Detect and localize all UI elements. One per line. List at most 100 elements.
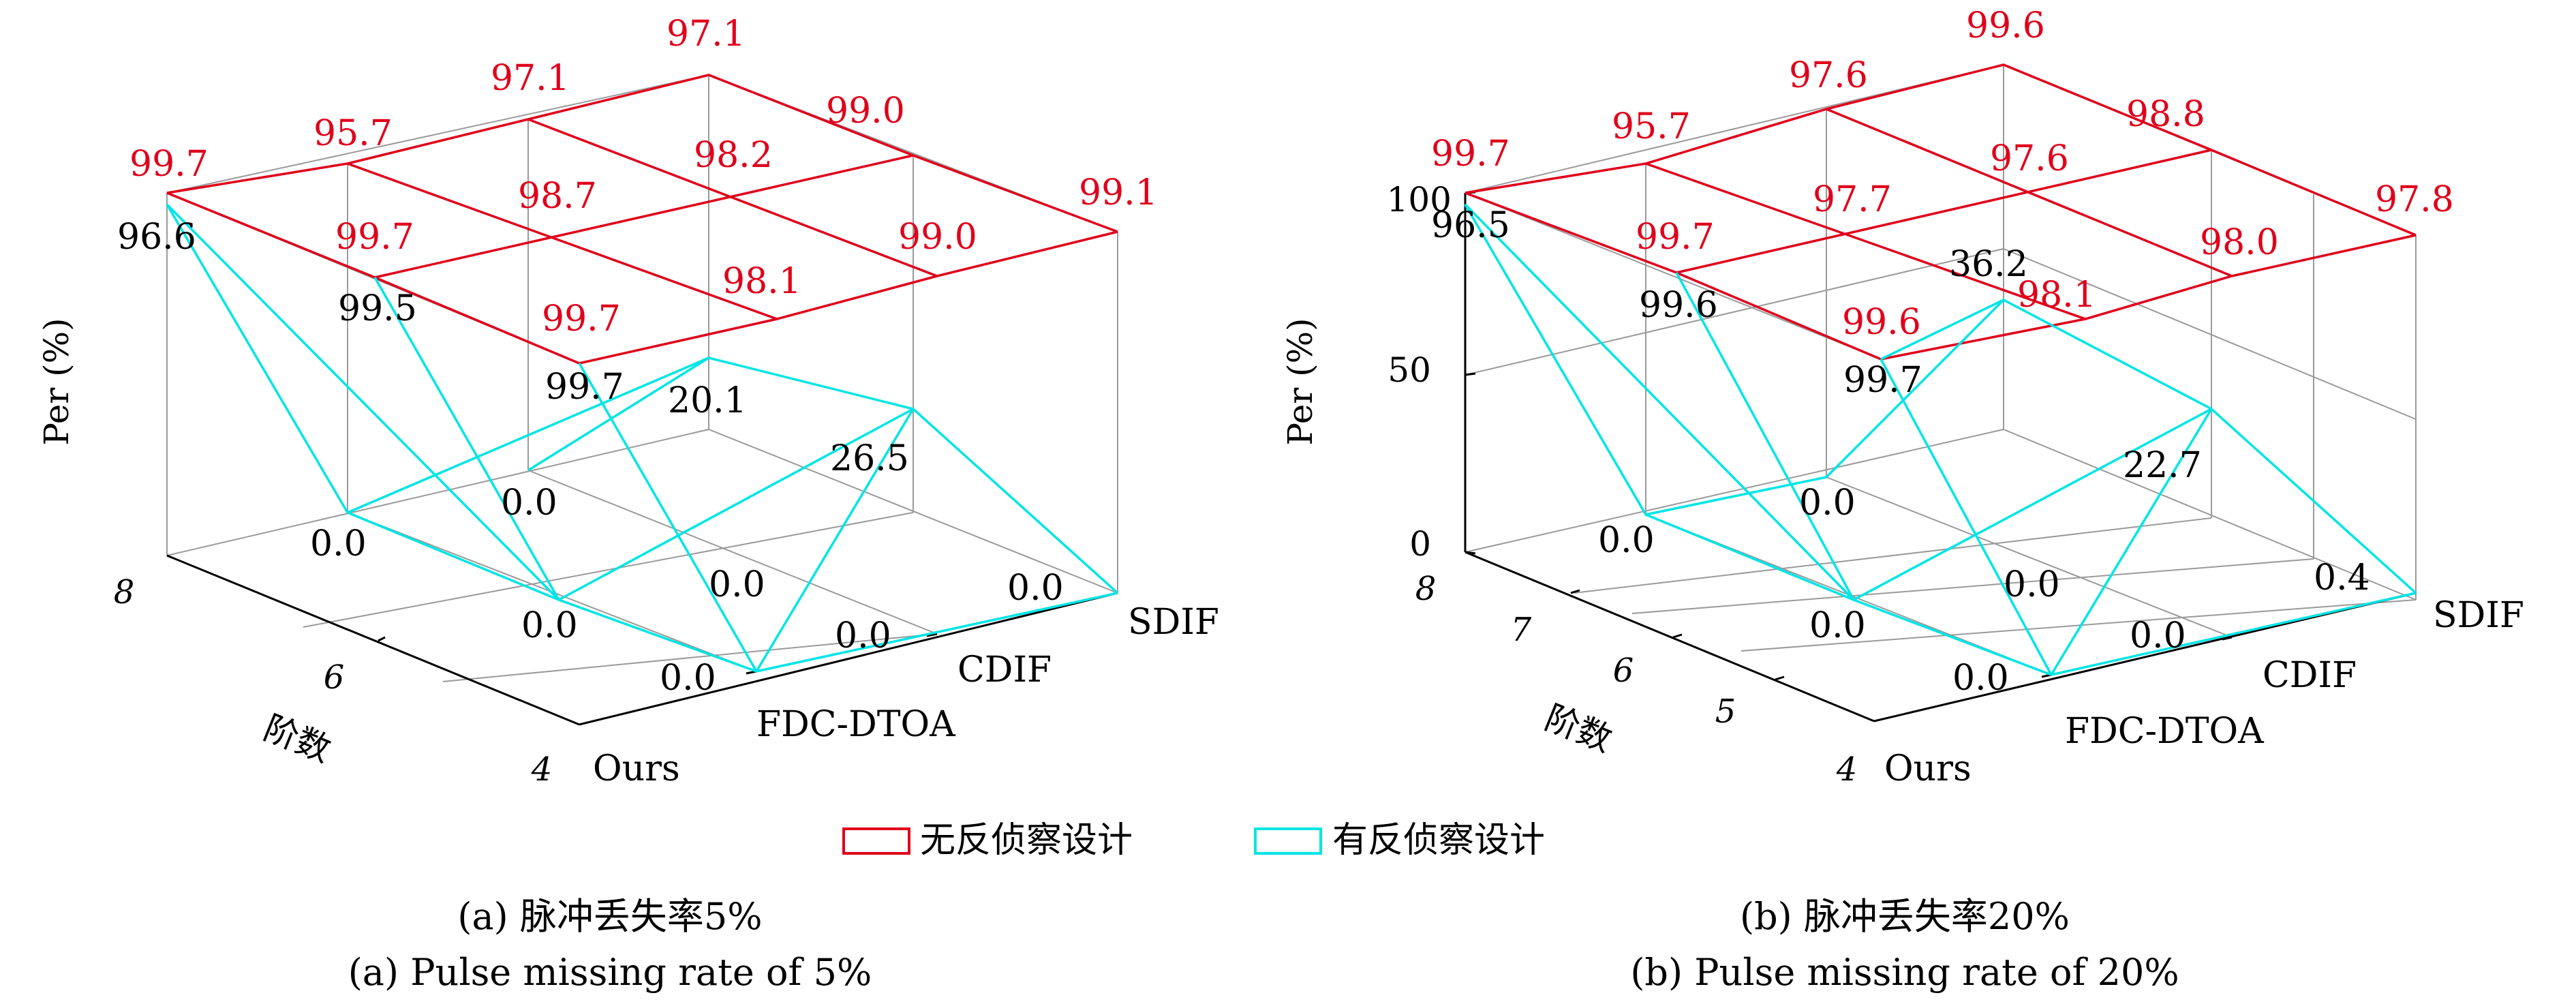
panel-b-order-tick: 4 xyxy=(1836,750,1858,789)
legend-swatch-red xyxy=(842,827,910,855)
panel-b-black-value: 99.7 xyxy=(1843,360,1922,401)
panel-a-black-value: 26.5 xyxy=(830,438,909,479)
panel-a-black-value: 0.0 xyxy=(501,483,557,523)
panel-a-method-label: Ours xyxy=(593,748,680,789)
panel-b-red-value: 99.7 xyxy=(1431,134,1510,174)
caption-b-cn: (b) 脉冲丢失率20% xyxy=(1740,895,2070,938)
panel-b-black-value: 0.0 xyxy=(1598,520,1655,561)
panel-a-red-value: 99.0 xyxy=(898,217,977,258)
panel-b-red-value: 98.8 xyxy=(2126,94,2205,135)
panel-a-axes xyxy=(166,554,1118,726)
legend-label-red: 无反侦察设计 xyxy=(920,820,1133,861)
panel-a-black-value: 0.0 xyxy=(709,564,765,605)
panel-b-black-value: 0.0 xyxy=(2130,615,2186,656)
panel-b-method-label: Ours xyxy=(1884,748,1972,789)
panel-b-red-value: 99.7 xyxy=(1636,217,1715,258)
panel-b-order-tick: 6 xyxy=(1613,652,1634,690)
panel-b-red-value: 95.7 xyxy=(1612,106,1691,147)
panel-b-cyan-series xyxy=(1464,203,2417,676)
panel-a-black-value: 0.0 xyxy=(835,615,891,656)
panel-a-method-label: FDC-DTOA xyxy=(756,704,956,745)
panel-a-red-labels: 99.7 95.7 97.1 97.1 99.0 98.2 98.7 99.7 … xyxy=(129,14,1158,339)
panel-b-method-labels: Ours FDC-DTOA CDIF SDIF xyxy=(1884,595,2524,789)
captions: (a) 脉冲丢失率5% (a) Pulse missing rate of 5%… xyxy=(348,895,2179,994)
panel-a-black-value: 0.0 xyxy=(310,523,367,564)
panel-b-order-tick: 8 xyxy=(1415,570,1437,608)
panel-b-red-value: 97.7 xyxy=(1813,179,1892,220)
panel-b-z-tick: 50 xyxy=(1387,350,1431,390)
panel-b-black-value: 0.0 xyxy=(2004,564,2060,605)
panel-a-black-value: 99.5 xyxy=(338,288,417,329)
panel-a-order-tick: 6 xyxy=(324,658,345,697)
panel-a-red-value: 99.7 xyxy=(542,299,621,339)
panel-b-red-value: 98.0 xyxy=(2200,222,2279,263)
caption-a-cn: (a) 脉冲丢失率5% xyxy=(457,895,762,938)
panel-b-red-value: 97.8 xyxy=(2375,179,2454,220)
legend-swatch-cyan xyxy=(1254,827,1322,855)
panel-a-red-value: 97.1 xyxy=(491,58,570,99)
panel-b-black-value: 22.7 xyxy=(2123,445,2202,486)
panel-a-method-labels: Ours FDC-DTOA CDIF SDIF xyxy=(593,602,1219,789)
panel-b-red-labels: 99.7 95.7 97.6 99.6 98.8 97.6 97.7 99.7 … xyxy=(1431,5,2454,343)
panel-a-red-value: 99.0 xyxy=(826,91,905,132)
panel-a-order-ticks: 8 6 4 xyxy=(114,573,553,789)
panel-b-red-value: 97.6 xyxy=(1789,55,1868,96)
caption-b-en: (b) Pulse missing rate of 20% xyxy=(1630,951,2179,994)
panel-a-method-label: CDIF xyxy=(957,650,1052,690)
panel-b-method-label: SDIF xyxy=(2433,595,2524,636)
panel-a-red-value: 97.1 xyxy=(666,14,746,55)
panel-a-black-labels: 96.6 99.5 99.7 20.1 26.5 0.0 0.0 0.0 0.0… xyxy=(117,217,1064,699)
panel-b-order-tick: 5 xyxy=(1715,693,1736,731)
panel-b-red-value: 98.1 xyxy=(2017,275,2096,316)
panel-a-cyan-series xyxy=(166,203,1119,673)
panel-a-black-value: 0.0 xyxy=(1007,568,1064,609)
panel-b-z-tick: 100 xyxy=(1387,180,1452,219)
panel-a-zlabel: Per (%) xyxy=(37,318,76,445)
panel-b-z-tick: 0 xyxy=(1409,524,1431,564)
panel-a-black-value: 99.7 xyxy=(545,367,624,408)
panel-a-red-value: 98.1 xyxy=(722,261,801,302)
panel-b-black-value: 99.6 xyxy=(1639,285,1718,326)
panel-b-black-value: 0.0 xyxy=(1799,483,1856,523)
panel-b-black-labels: 96.5 99.6 99.7 36.2 22.7 0.4 0.0 0.0 0.0… xyxy=(1431,205,2370,699)
panel-a-grid xyxy=(166,74,1118,682)
panel-a-order-tick: 4 xyxy=(531,750,553,789)
panel-a-red-value: 95.7 xyxy=(313,113,393,154)
panel-b-zlabel: Per (%) xyxy=(1281,318,1320,445)
panel-b-black-value: 36.2 xyxy=(1949,244,2028,285)
panel-b-order-tick: 7 xyxy=(1511,611,1532,649)
legend-label-cyan: 有反侦察设计 xyxy=(1332,820,1545,861)
panel-a-black-value: 0.0 xyxy=(660,658,716,699)
panel-a-black-value: 20.1 xyxy=(668,380,747,421)
panel-b-red-series xyxy=(1465,63,2417,361)
caption-a-en: (a) Pulse missing rate of 5% xyxy=(348,951,872,994)
panel-a-red-value: 99.1 xyxy=(1079,172,1158,213)
panel-b-method-label: CDIF xyxy=(2263,655,2357,696)
panel-b-order-ticks: 8 7 6 5 4 xyxy=(1415,570,1858,789)
panel-a-black-value: 0.0 xyxy=(521,605,578,646)
panel-b-red-value: 97.6 xyxy=(1990,138,2069,179)
panel-a-order-label: 阶数 xyxy=(258,708,336,770)
panel-a-red-value: 99.7 xyxy=(335,217,414,258)
panel-b-order-label: 阶数 xyxy=(1539,698,1617,760)
panel-b-black-value: 0.0 xyxy=(1952,658,2009,699)
panel-b-z-ticks: 0 50 100 xyxy=(1387,180,1452,564)
panel-a-method-label: SDIF xyxy=(1128,602,1219,643)
panel-b-black-value: 0.4 xyxy=(2314,558,2370,598)
panel-a-black-value: 96.6 xyxy=(117,217,196,258)
panel-b-black-value: 0.0 xyxy=(1809,605,1866,646)
panel-a-order-tick: 8 xyxy=(114,573,135,611)
panel-b: Per (%) 0 50 100 阶数 8 7 6 5 4 Ours FDC-D… xyxy=(1281,5,2524,789)
panel-b-axes xyxy=(1464,191,2417,722)
panel-a-red-value: 98.7 xyxy=(518,176,597,217)
panel-b-red-value: 99.6 xyxy=(1842,302,1921,343)
panel-a-red-series xyxy=(166,74,1118,365)
legend: 无反侦察设计 有反侦察设计 xyxy=(842,820,1545,861)
panel-b-red-value: 99.6 xyxy=(1966,5,2045,46)
panel-b-black-value: 96.5 xyxy=(1431,205,1510,246)
panel-b-method-label: FDC-DTOA xyxy=(2065,711,2265,752)
panel-a: Per (%) 阶数 8 6 4 Ours FDC-DTOA CDIF SDIF… xyxy=(37,14,1219,789)
panel-a-red-value: 98.2 xyxy=(694,135,773,176)
panel-a-red-value: 99.7 xyxy=(129,144,209,185)
